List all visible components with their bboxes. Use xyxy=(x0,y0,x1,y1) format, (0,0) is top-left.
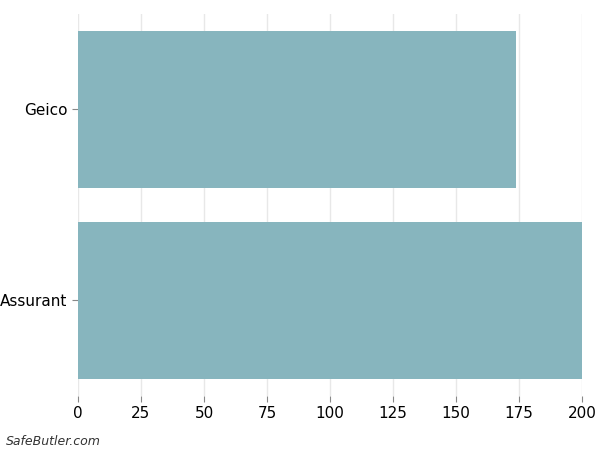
Text: SafeButler.com: SafeButler.com xyxy=(6,435,101,448)
Bar xyxy=(78,31,517,188)
Bar xyxy=(78,222,582,378)
